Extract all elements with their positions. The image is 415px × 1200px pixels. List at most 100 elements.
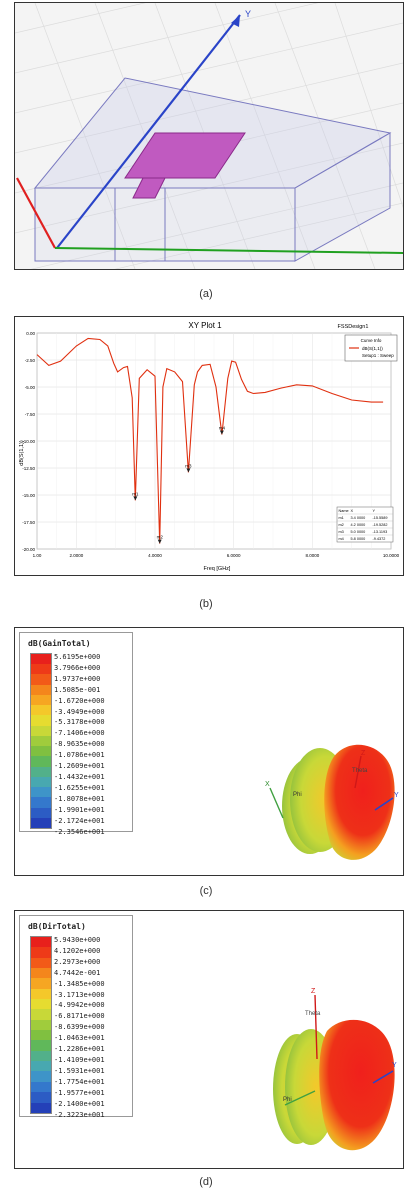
gain-scale-swatch (31, 725, 51, 736)
marker-table-header: Name (339, 509, 349, 513)
marker-label-m3: m3 (185, 463, 192, 468)
marker-table-cell: 5.8 0000 (351, 537, 366, 541)
x-tick-label: 8.0000 (305, 553, 319, 558)
marker-table-cell: -9.4372 (373, 537, 386, 541)
gain-legend: dB(GainTotal) 5.6195e+000 3.7966e+000 1.97… (19, 632, 133, 836)
marker-label-m4: m4 (219, 426, 226, 431)
y-tick-label: -7.50 (25, 412, 36, 417)
gain-scale-swatch (31, 756, 51, 767)
x-axis-title: Freq [GHz] (204, 566, 231, 572)
dir-scale-swatch (31, 988, 51, 1000)
gain-scale-value: -1.6255e+001 (54, 783, 105, 792)
y-tick-label: -15.00 (22, 493, 35, 498)
dir-legend: dB(DirTotal) 5.9430e+000 4.1202e+000 2.297… (19, 915, 133, 1120)
dir-scale-swatch (31, 1102, 51, 1113)
y-tick-label: -17.50 (22, 520, 35, 525)
y-tick-label: 0.00 (26, 331, 35, 336)
y-axis-line (56, 14, 241, 249)
gain-scale-value: 1.5085e-001 (54, 685, 101, 694)
gain-scale-value: -7.1406e+000 (54, 729, 105, 738)
dir-scale-value: -1.5931e+001 (54, 1066, 105, 1075)
gain-scale-swatch (31, 797, 51, 808)
y-axis-arrow (231, 15, 240, 27)
caption-b: (b) (199, 598, 213, 610)
panel-c-gain-pattern: dB(GainTotal) 5.6195e+000 3.7966e+000 1.97… (14, 627, 404, 876)
x-tick-label: 4.0000 (148, 553, 162, 558)
gain-scale-swatch (31, 776, 51, 788)
y-axis-label: Y (245, 9, 251, 19)
gain-scale-swatch (31, 715, 51, 726)
gain-scale-value: -2.3546e+001 (54, 827, 105, 836)
y-tick-label: -10.00 (22, 439, 35, 444)
marker-m3 (186, 468, 191, 473)
dir-legend-title: dB(DirTotal) (28, 922, 86, 931)
dir-scale-swatch (31, 1050, 51, 1062)
gain-scale-swatch (31, 694, 51, 706)
x-tick-label: 10.0000 (383, 553, 400, 558)
dir-main-lobe (319, 1019, 395, 1151)
gain-scale-value: 5.6195e+000 (54, 653, 101, 661)
gain-main-lobe (324, 744, 395, 860)
dir-scale-value: -2.1400e+001 (54, 1099, 105, 1108)
dir-scale-swatch (31, 1071, 51, 1082)
dir-scale-swatch (31, 1009, 51, 1020)
gain-scale-swatch (31, 766, 51, 777)
legend-series-setup: Setup1 : Sweep (362, 353, 394, 358)
marker-m1 (133, 496, 138, 501)
dir-phi-axis (284, 1090, 316, 1106)
marker-table-header: X (351, 509, 354, 513)
dir-scale-value: -2.3223e+001 (54, 1110, 105, 1119)
dir-scale-swatch (31, 957, 51, 969)
dir-scale-swatch (31, 1092, 51, 1103)
caption-d: (d) (199, 1176, 213, 1188)
panel-b-xy-plot: XY Plot 1 FSSDesign1 dB(S(1,1)) Freq [GH… (14, 316, 404, 576)
marker-label-m1: m1 (132, 491, 139, 496)
dir-scale-labels: 5.9430e+000 4.1202e+000 2.2973e+000 4.7442e… (54, 935, 105, 1120)
gain-scale-value: -2.1724e+001 (54, 816, 105, 825)
dir-scale-swatch (31, 947, 51, 958)
marker-table-cell: m2 (339, 523, 344, 527)
dir-scale-value: -1.0463e+001 (54, 1034, 105, 1043)
gain-y-label: Y (394, 792, 399, 799)
caption-c: (c) (199, 885, 213, 897)
gain-scale-value: -1.0786e+001 (54, 751, 105, 760)
marker-m2 (157, 539, 162, 544)
gain-scale-value: -1.6720e+000 (54, 696, 105, 705)
x-tick-label: 6.0000 (227, 553, 241, 558)
marker-label-m2: m2 (157, 535, 164, 540)
gain-scale-swatch (31, 684, 51, 695)
z-axis-line (54, 247, 403, 254)
dir-scale-value: -1.7754e+001 (54, 1077, 105, 1086)
gain-scale-swatch (31, 654, 51, 665)
legend-series-name: dB(S(1,1)) (362, 346, 383, 351)
dir-scale-value: -1.4109e+001 (54, 1055, 105, 1064)
marker-m4 (219, 430, 224, 435)
gain-scale-value: -1.8078e+001 (54, 794, 105, 803)
plot-title: XY Plot 1 (188, 321, 222, 330)
marker-table-cell: 4.2 0000 (351, 523, 366, 527)
dir-scale-value: -4.9942e+000 (54, 1001, 105, 1010)
xy-plot-svg: XY Plot 1 FSSDesign1 dB(S(1,1)) Freq [GH… (15, 317, 403, 575)
marker-table-cell: m1 (339, 516, 344, 520)
gain-scale-swatch (31, 746, 51, 757)
marker-table-cell: m4 (339, 537, 344, 541)
gain-scale-swatch (31, 807, 51, 818)
marker-table-cell: -15.5589 (373, 516, 388, 520)
feed-line (132, 177, 166, 199)
dir-y-label: Y (392, 1062, 397, 1069)
dir-scale-value: -3.1713e+000 (54, 990, 105, 999)
dir-scale-value: -1.2286e+001 (54, 1045, 105, 1054)
dir-scale-value: 4.1202e+000 (54, 946, 101, 955)
dir-scale-value: -1.9577e+001 (54, 1088, 105, 1097)
marker-table-cell: m3 (339, 530, 344, 534)
caption-a: (a) (199, 288, 213, 300)
dir-scale-swatch (31, 1019, 51, 1031)
marker-table-cell: -13.1193 (373, 530, 388, 534)
series-s11-line (36, 337, 384, 544)
gain-z-axis (354, 755, 362, 789)
gain-scale-value: 1.9737e+000 (54, 674, 101, 683)
dir-scale-swatch (31, 1081, 51, 1093)
dir-scale-value: -1.3485e+000 (54, 979, 105, 988)
marker-table-cell: 5.0 0000 (351, 530, 366, 534)
panel-a-3d-model: Y (14, 2, 404, 270)
